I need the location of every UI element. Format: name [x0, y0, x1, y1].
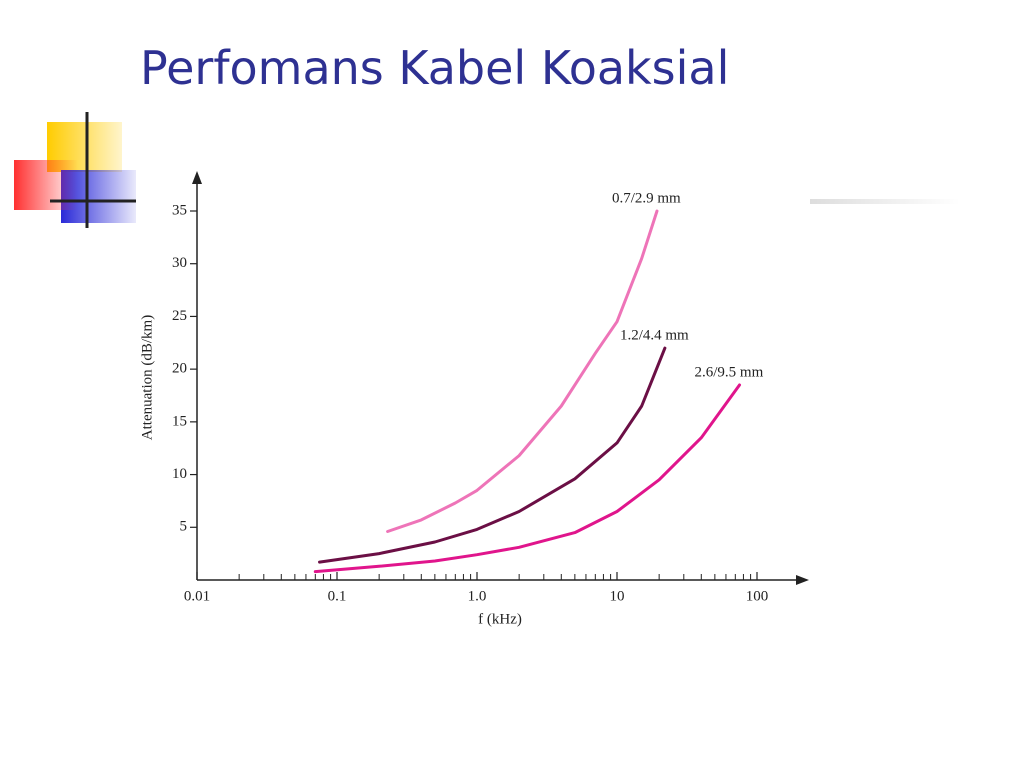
series-line	[313, 383, 741, 574]
series-label: 1.2/4.4 mm	[620, 327, 689, 343]
y-tick-label: 25	[172, 308, 187, 324]
decoration	[14, 112, 960, 228]
series-label: 2.6/9.5 mm	[695, 364, 764, 380]
chart: 0.01 0.1 1.0 10 100 5 10 15 20 25 30 35 f (kHz) Atten…	[139, 171, 809, 627]
y-tick-label: 35	[172, 202, 187, 218]
x-tick-label: 100	[746, 588, 769, 604]
y-arrow	[192, 171, 202, 184]
y-tick-label: 15	[172, 413, 187, 429]
series-line	[386, 209, 659, 533]
series-label: 0.7/2.9 mm	[612, 190, 681, 206]
x-axis-label: f (kHz)	[478, 611, 522, 627]
y-tick-label: 10	[172, 466, 187, 482]
y-tick-label: 30	[172, 255, 187, 271]
x-tick-label: 0.01	[184, 588, 210, 604]
y-tick-label: 5	[180, 519, 188, 535]
y-tick-label: 20	[172, 361, 187, 377]
series-line	[318, 346, 667, 564]
x-tick-label: 1.0	[468, 588, 487, 604]
slide-title: Perfomans Kabel Koaksial	[140, 41, 729, 95]
x-tick-label: 0.1	[328, 588, 347, 604]
x-arrow	[796, 575, 809, 585]
x-tick-label: 10	[610, 588, 625, 604]
y-axis-label: Attenuation (dB/km)	[139, 315, 155, 440]
